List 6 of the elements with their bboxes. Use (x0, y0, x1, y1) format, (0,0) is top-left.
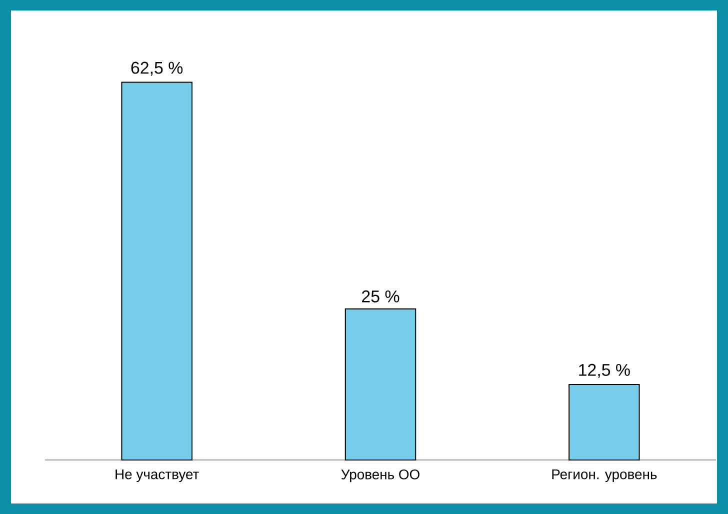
data-label: 12,5 % (579, 364, 630, 378)
x-tick-label: Не участвует (116, 470, 199, 482)
data-label: 25 % (362, 290, 400, 302)
x-tick-label: Уровень ОО (341, 469, 420, 482)
data-label: 62,5 % (131, 62, 183, 76)
x-tick-label: Регион. уровень (552, 470, 657, 482)
